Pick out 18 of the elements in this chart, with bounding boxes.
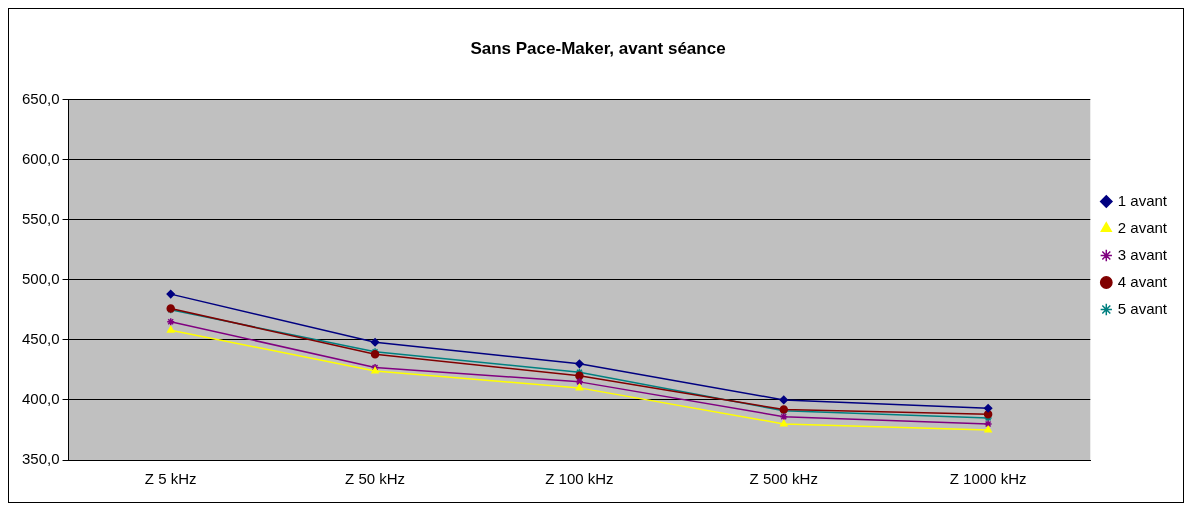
legend-label: 5 avant xyxy=(1117,299,1168,317)
y-tick-label: 600,0 xyxy=(21,149,60,167)
x-tick-label: Z 500 kHz xyxy=(749,470,818,488)
legend-label: 1 avant xyxy=(1117,191,1168,209)
y-tick-label: 400,0 xyxy=(21,390,60,408)
chart-title: Sans Pace-Maker, avant séance xyxy=(470,38,726,58)
y-tick-label: 650,0 xyxy=(21,89,60,107)
x-tick-label: Z 1000 kHz xyxy=(949,470,1027,488)
y-tick-label: 500,0 xyxy=(21,269,60,287)
x-tick-label: Z 100 kHz xyxy=(545,470,614,488)
legend-label: 2 avant xyxy=(1117,218,1168,236)
legend-label: 3 avant xyxy=(1117,245,1168,263)
x-tick-label: Z 50 kHz xyxy=(345,470,406,488)
y-tick-label: 450,0 xyxy=(21,329,60,347)
legend-label: 4 avant xyxy=(1117,272,1168,290)
y-tick-label: 550,0 xyxy=(21,209,60,227)
x-tick-label: Z 5 kHz xyxy=(144,470,197,488)
y-tick-label: 350,0 xyxy=(21,450,60,468)
